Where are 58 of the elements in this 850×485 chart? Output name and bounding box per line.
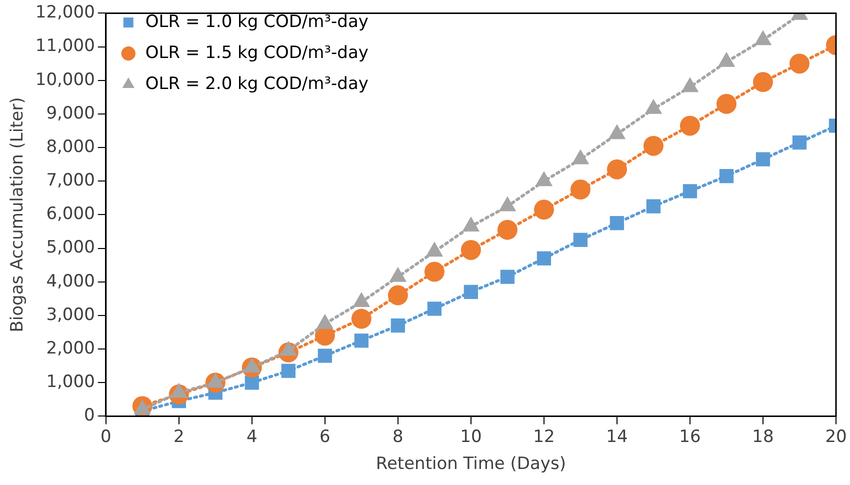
legend-label: OLR = 2.0 kg COD/m³-day	[145, 74, 368, 94]
y-axis-title: Biogas Accumulation (Liter)	[8, 97, 28, 332]
x-tick-label: 12	[533, 426, 555, 447]
y-tick-label: 9,000	[46, 103, 95, 124]
x-tick-label: 8	[392, 426, 404, 447]
x-axis-title: Retention Time (Days)	[376, 454, 566, 474]
y-tick-label: 2,000	[46, 338, 95, 358]
point	[756, 152, 770, 166]
point	[460, 240, 481, 260]
x-tick-label: 4	[246, 426, 258, 447]
y-tick-label: 11,000	[35, 36, 95, 56]
y-tick-label: 0	[84, 406, 95, 426]
legend-label: OLR = 1.5 kg COD/m³-day	[145, 42, 368, 63]
point	[281, 364, 296, 378]
point	[792, 135, 807, 150]
point	[351, 308, 372, 329]
point	[354, 334, 368, 348]
x-tick-label: 14	[606, 426, 628, 447]
y-tick-label: 12,000	[35, 2, 95, 23]
point	[244, 376, 259, 390]
y-tick-label: 3,000	[46, 304, 95, 325]
x-tick-label: 2	[173, 426, 184, 447]
point	[464, 284, 478, 300]
point	[682, 184, 698, 198]
point	[427, 302, 442, 316]
point	[646, 199, 661, 214]
point	[424, 262, 444, 282]
x-tick-label: 0	[100, 426, 112, 447]
point	[606, 159, 627, 180]
point	[500, 270, 515, 284]
point	[610, 216, 624, 230]
point	[680, 116, 700, 136]
point	[643, 136, 664, 156]
point	[752, 72, 773, 92]
x-tick-label: 16	[679, 426, 701, 447]
point	[388, 285, 408, 306]
x-tick-label: 10	[460, 426, 482, 447]
x-tick-label: 6	[320, 426, 330, 447]
point	[390, 318, 405, 333]
y-tick-label: 4,000	[46, 271, 95, 292]
y-tick-label: 7,000	[46, 170, 95, 191]
point	[497, 220, 518, 240]
y-tick-label: 8,000	[46, 136, 95, 157]
point	[570, 180, 590, 200]
y-tick-label: 6,000	[46, 204, 95, 224]
point	[719, 169, 734, 184]
point	[573, 232, 588, 247]
y-tick-label: 1,000	[46, 372, 95, 392]
point	[536, 251, 552, 266]
point	[789, 54, 810, 74]
legend-label: OLR = 1.0 kg COD/m³-day	[145, 12, 368, 32]
y-tick-label: 5,000	[46, 238, 95, 258]
y-tick-label: 10,000	[35, 70, 95, 90]
point	[716, 94, 736, 114]
x-tick-label: 18	[752, 426, 774, 447]
point	[318, 348, 332, 363]
point	[534, 200, 554, 220]
x-tick-label: 20	[825, 426, 847, 447]
